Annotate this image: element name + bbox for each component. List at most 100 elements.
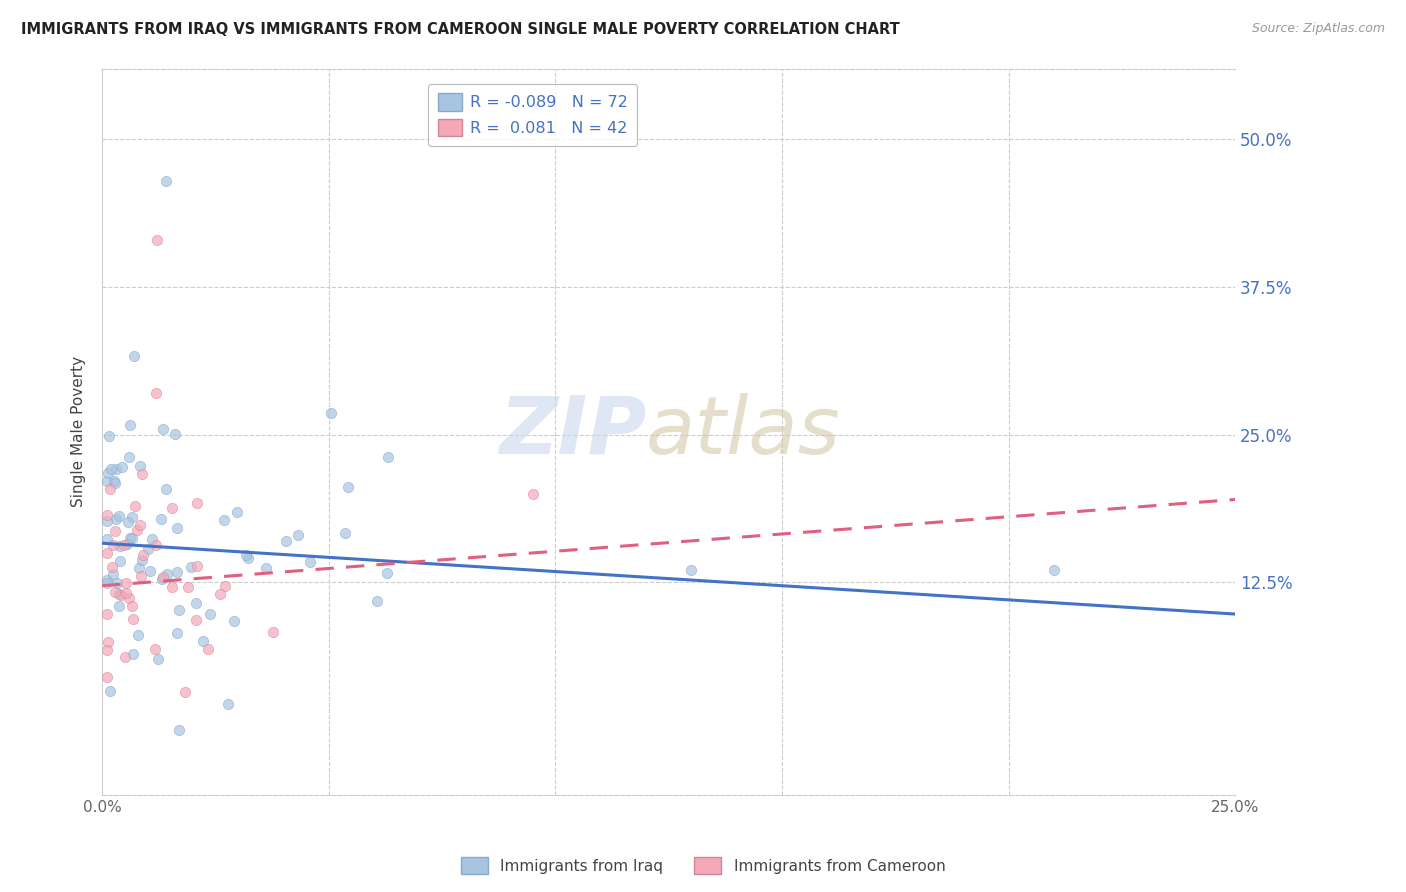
Point [299,555,322,569]
Point [124,349,146,363]
Point [117,515,139,529]
Point [98,482,121,496]
Point [198,607,221,622]
Point [224,614,246,628]
Point [138,541,160,556]
Point [132,548,155,562]
Y-axis label: Single Male Poverty: Single Male Poverty [72,356,86,508]
Point [129,569,152,583]
Point [176,581,198,595]
Point [336,480,359,494]
Point [143,641,166,656]
Point [100,462,122,476]
Point [101,566,124,581]
Legend: Immigrants from Iraq, Immigrants from Cameroon: Immigrants from Iraq, Immigrants from Ca… [454,851,952,880]
Point [96,532,118,546]
Point [97,429,120,443]
Point [141,533,163,547]
Point [105,511,128,525]
Point [274,534,297,549]
Point [107,587,129,601]
Point [118,591,141,605]
Point [180,559,202,574]
Point [208,587,231,601]
Point [377,450,399,464]
Point [121,531,143,545]
Point [107,575,129,590]
Point [522,486,544,500]
Point [104,524,127,538]
Point [319,406,342,420]
Point [262,625,284,640]
Point [103,474,125,488]
Point [184,613,207,627]
Point [121,647,143,661]
Point [108,539,131,553]
Point [96,546,118,560]
Point [98,684,121,698]
Point [333,526,356,541]
Point [131,553,153,567]
Point [97,467,120,481]
Text: IMMIGRANTS FROM IRAQ VS IMMIGRANTS FROM CAMEROON SINGLE MALE POVERTY CORRELATION: IMMIGRANTS FROM IRAQ VS IMMIGRANTS FROM … [21,22,900,37]
Text: atlas: atlas [645,392,841,471]
Point [366,594,388,608]
Point [146,652,169,666]
Point [96,576,118,591]
Point [162,580,184,594]
Point [97,635,120,649]
Point [167,603,190,617]
Point [156,566,179,581]
Point [96,574,118,588]
Point [235,548,257,562]
Point [150,572,173,586]
Point [287,528,309,542]
Point [120,417,142,432]
Point [121,510,143,524]
Point [155,483,177,497]
Point [131,467,153,482]
Point [191,634,214,648]
Point [214,579,236,593]
Point [150,512,173,526]
Point [96,607,118,621]
Point [121,599,143,614]
Point [145,538,167,552]
Point [120,531,142,545]
Point [103,538,125,552]
Point [1043,563,1066,577]
Point [96,670,118,684]
Point [186,558,208,573]
Point [96,514,118,528]
Point [212,513,235,527]
Point [112,538,135,552]
Point [122,612,145,626]
Point [152,422,174,436]
Point [128,561,150,575]
Point [111,460,134,475]
Point [217,697,239,711]
Point [166,565,188,579]
Point [118,450,141,465]
Point [186,496,208,510]
Point [152,569,174,583]
Point [104,476,127,491]
Point [138,564,160,578]
Point [107,509,129,524]
Point [155,174,177,188]
Point [96,642,118,657]
Point [108,599,131,613]
Legend: R = -0.089   N = 72, R =  0.081   N = 42: R = -0.089 N = 72, R = 0.081 N = 42 [429,84,637,145]
Point [124,499,146,513]
Point [145,233,167,247]
Point [166,521,188,535]
Point [186,596,208,610]
Point [681,563,703,577]
Point [165,427,187,442]
Text: ZIP: ZIP [499,392,645,471]
Point [110,554,132,568]
Point [128,518,150,533]
Point [114,649,136,664]
Point [101,560,124,574]
Point [115,537,138,551]
